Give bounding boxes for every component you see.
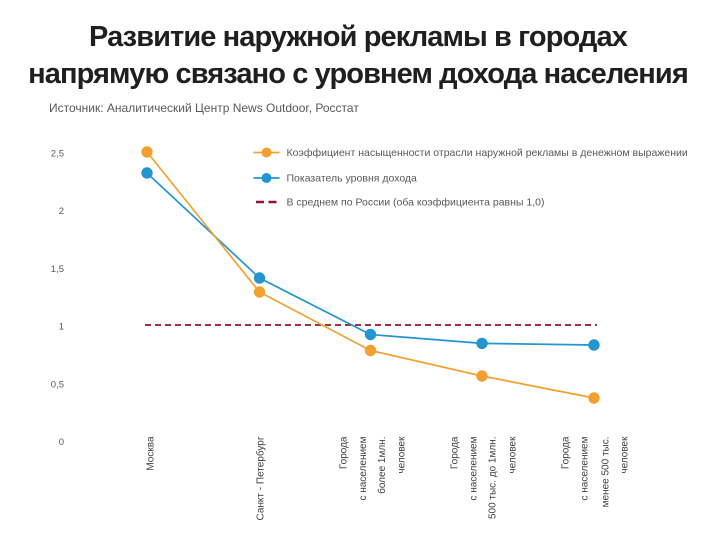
svg-text:Города: Города: [339, 436, 350, 469]
svg-text:Санкт - Петербург: Санкт - Петербург: [255, 436, 267, 520]
svg-text:В среднем по России (оба коэфф: В среднем по России (оба коэффициента ра…: [287, 197, 545, 209]
svg-text:0,5: 0,5: [51, 379, 64, 390]
svg-text:с населением: с населением: [580, 436, 591, 500]
svg-text:человек: человек: [620, 436, 631, 474]
svg-text:2,5: 2,5: [51, 149, 64, 160]
svg-text:с населением: с населением: [469, 436, 480, 500]
svg-text:1: 1: [59, 322, 64, 333]
svg-text:с населением: с населением: [358, 436, 369, 500]
svg-text:человек: человек: [397, 436, 408, 474]
svg-text:0: 0: [59, 437, 64, 448]
svg-text:Города: Города: [450, 436, 461, 469]
svg-text:1,5: 1,5: [51, 264, 64, 275]
svg-text:Москва: Москва: [146, 436, 157, 471]
svg-text:Показатель уровня дохода: Показатель уровня дохода: [287, 173, 418, 185]
svg-text:менее 500 тыс.: менее 500 тыс.: [601, 437, 612, 508]
svg-text:500 тыс. до 1млн.: 500 тыс. до 1млн.: [488, 437, 499, 520]
svg-text:Коэффициент насыщенности отрас: Коэффициент насыщенности отрасли наружно…: [287, 147, 688, 159]
svg-text:2: 2: [59, 206, 64, 217]
svg-text:человек: человек: [508, 436, 519, 474]
svg-text:Города: Города: [561, 436, 572, 469]
svg-text:более 1млн.: более 1млн.: [376, 437, 388, 494]
